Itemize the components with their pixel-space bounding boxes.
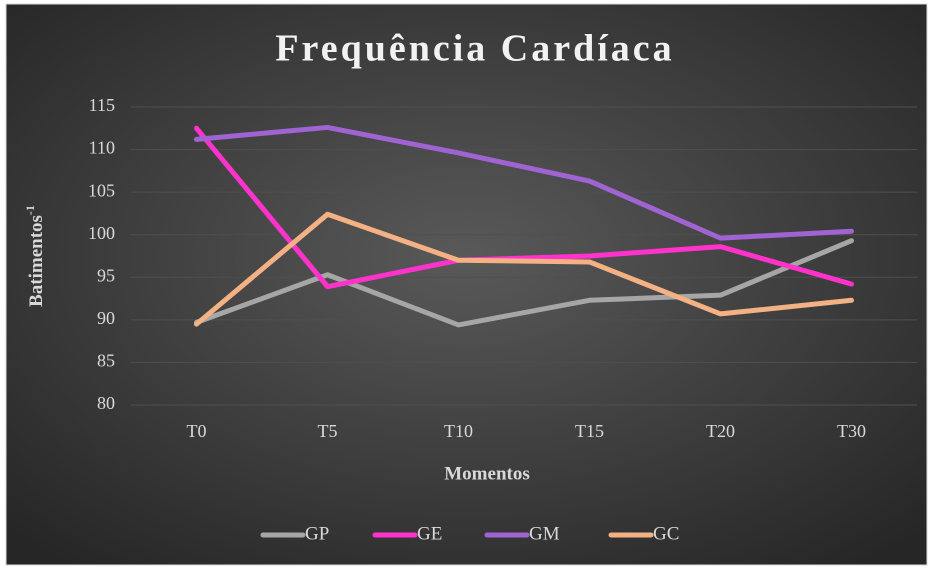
x-tick-label: T30: [837, 421, 866, 441]
y-tick-label: 90: [97, 308, 115, 328]
x-tick-label: T5: [318, 421, 338, 441]
x-axis-label: Momentos: [444, 463, 529, 484]
legend-label: GE: [417, 523, 442, 544]
legend-label: GP: [305, 523, 329, 544]
y-tick-label: 100: [88, 223, 115, 243]
legend-label: GM: [529, 523, 560, 544]
legend-label: GC: [653, 523, 679, 544]
y-tick-label: 110: [89, 138, 115, 158]
x-tick-label: T20: [706, 421, 735, 441]
series-line: [194, 238, 854, 328]
y-axis-label: Batimentos-1: [23, 205, 48, 307]
x-tick-label: T15: [575, 421, 604, 441]
x-tick-label: T0: [187, 421, 207, 441]
y-tick-label: 85: [97, 351, 115, 371]
chart-title: Frequência Cardíaca: [275, 28, 674, 70]
series-line: [194, 211, 854, 327]
y-tick-label: 105: [88, 180, 115, 200]
y-label-main: Batimentos: [26, 215, 47, 307]
y-label-superscript: -1: [23, 205, 37, 215]
y-tick-label: 115: [89, 95, 115, 115]
y-tick-label: 80: [97, 393, 115, 413]
series-line: [194, 125, 854, 290]
y-tick-label: 95: [97, 265, 115, 285]
chart-background: [5, 3, 928, 566]
y-axis-title: Batimentos-1: [23, 205, 48, 307]
series-line: [194, 124, 854, 241]
x-tick-label: T10: [444, 421, 473, 441]
